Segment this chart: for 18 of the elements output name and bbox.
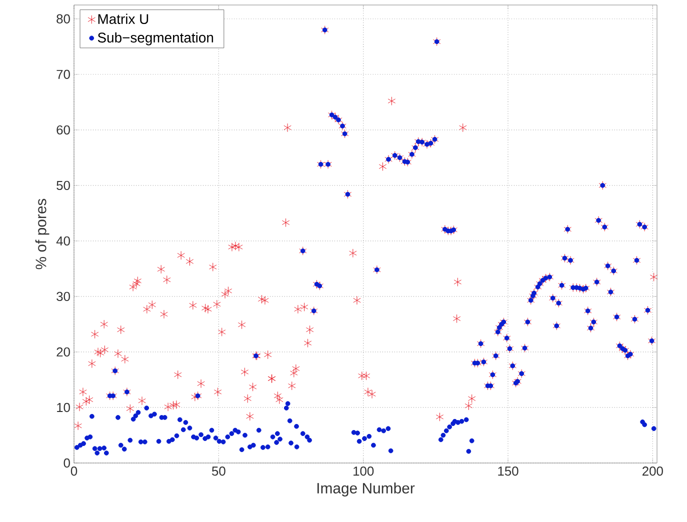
- y-tick-label: 40: [56, 236, 70, 246]
- y-axis-title: % of pores: [35, 198, 50, 270]
- x-tick-label: 0: [70, 466, 78, 476]
- y-tick-label: 10: [57, 402, 70, 412]
- x-tick-label: 150: [498, 466, 518, 476]
- y-tick-label: 30: [56, 292, 70, 302]
- y-tick-label: 0: [64, 458, 70, 468]
- legend-label: Matrix U: [98, 14, 148, 24]
- y-tick-label: 50: [56, 180, 70, 190]
- y-tick-label: 80: [56, 14, 70, 24]
- y-tick-label: 70: [56, 70, 70, 79]
- x-tick-label: 50: [212, 466, 226, 476]
- legend-label: Sub−segmentation: [98, 32, 214, 46]
- y-tick-label: 60: [56, 125, 70, 134]
- x-axis-title: Image Number: [317, 482, 415, 496]
- x-tick-label: 200: [642, 466, 663, 476]
- x-tick-label: 100: [354, 466, 374, 476]
- y-tick-label: 20: [56, 347, 70, 357]
